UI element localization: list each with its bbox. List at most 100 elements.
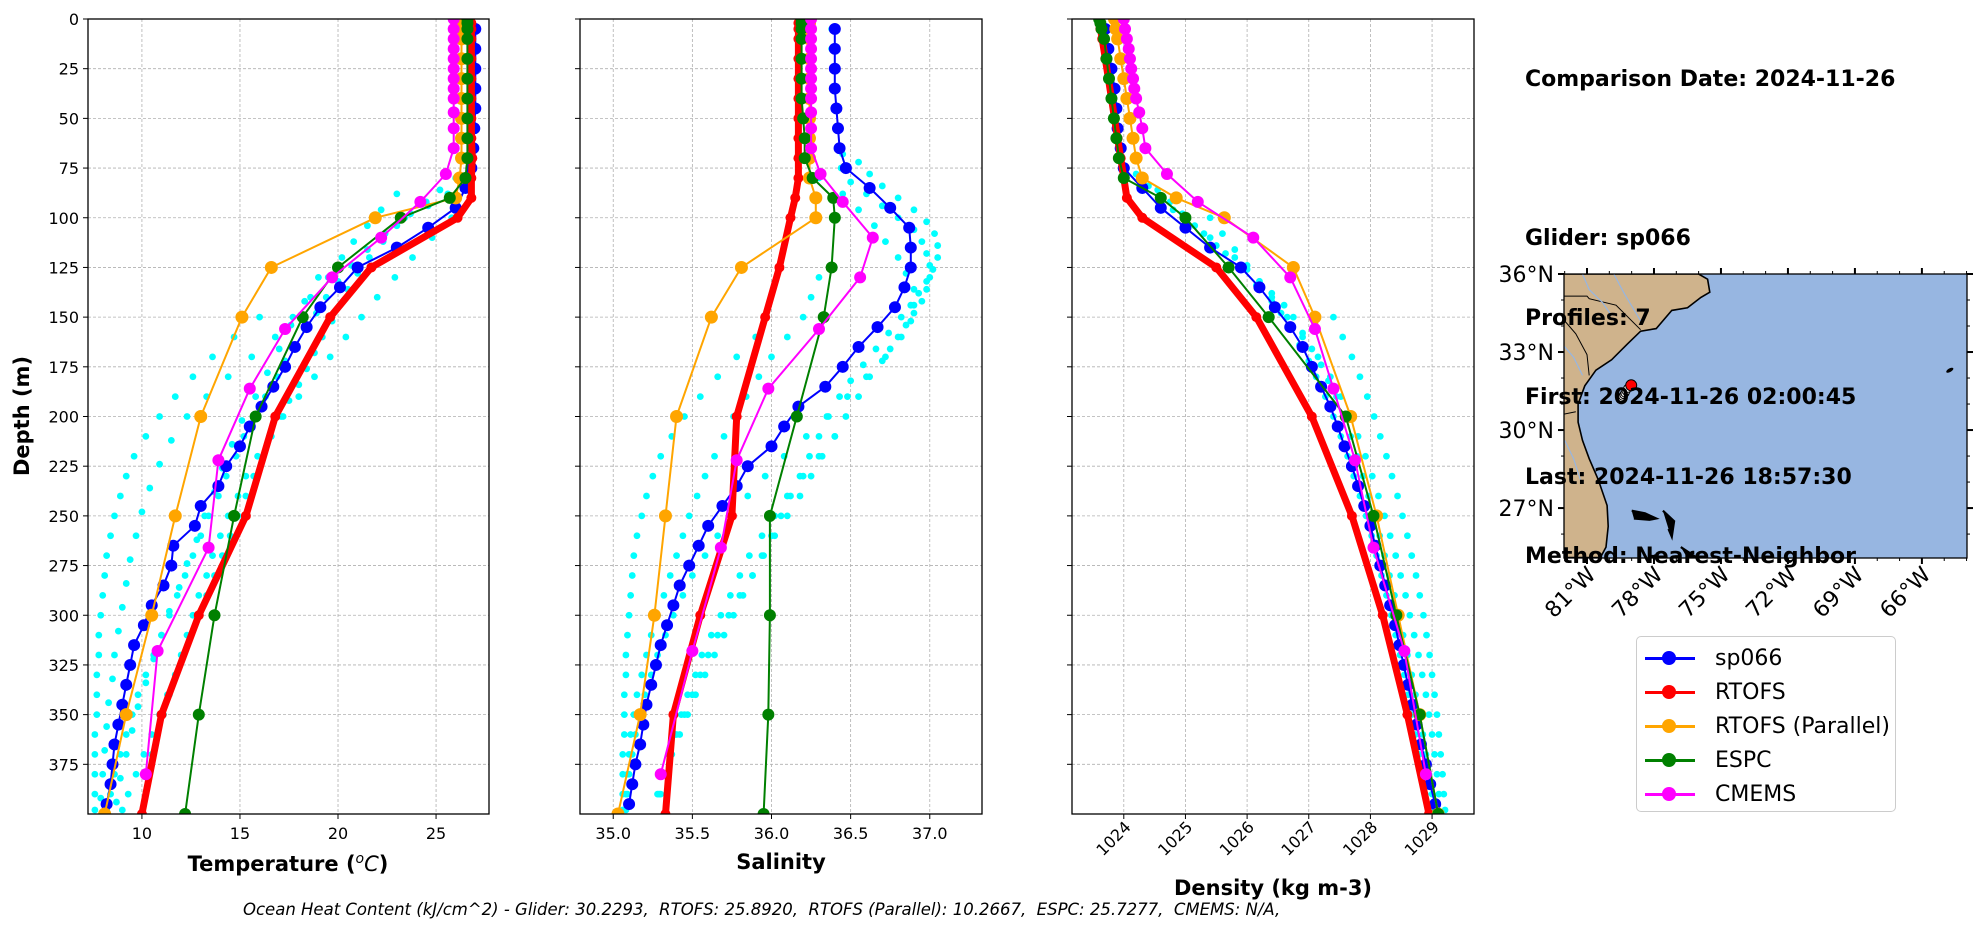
glider-profile-point <box>271 333 279 341</box>
map-island <box>1662 509 1676 541</box>
glider-profile-point <box>1439 770 1446 778</box>
glider-profile-point <box>863 373 870 381</box>
glider-profile-point <box>132 532 140 540</box>
series-marker-rtofs-parallel <box>1129 151 1143 165</box>
map-state-border <box>1564 319 1590 376</box>
map-land-us-southeast <box>1564 274 1711 558</box>
glider-profile-point <box>1348 353 1356 361</box>
glider-profile-point <box>1416 591 1424 599</box>
series-marker-cmems <box>1247 231 1260 244</box>
glider-profile-point <box>758 532 766 540</box>
glider-profile-point <box>242 472 250 480</box>
x-tick-label: 25 <box>426 824 446 843</box>
glider-profile-point <box>679 532 687 540</box>
glider-profile-point <box>620 711 628 719</box>
series-marker-rtofs <box>1306 411 1317 422</box>
glider-profile-point <box>692 691 699 699</box>
glider-profile-point <box>1437 750 1445 758</box>
series-marker-espc <box>795 52 808 65</box>
glider-profile-point <box>138 508 146 516</box>
series-marker-espc <box>795 22 808 35</box>
series-marker-sp066 <box>836 360 849 373</box>
y-tick-label: 150 <box>48 308 79 327</box>
glider-profile-point <box>777 512 785 520</box>
glider-profile-point <box>1418 671 1426 679</box>
glider-profile-point <box>923 250 931 257</box>
glider-profile-point <box>679 591 687 599</box>
glider-profile-point <box>915 289 923 297</box>
glider-profile-point <box>692 671 699 679</box>
series-marker-sp066 <box>1154 201 1167 214</box>
series-marker-espc <box>1112 152 1125 165</box>
density-data-layer <box>1093 19 1449 814</box>
glider-profile-point <box>910 309 918 317</box>
glider-profile-point <box>934 254 942 261</box>
glider-profile-point <box>714 373 722 381</box>
series-marker-rtofs <box>466 192 477 203</box>
profile-count: Profiles: 7 <box>1525 305 1651 331</box>
glider-profile-point <box>677 711 685 719</box>
glider-profile-point <box>923 285 931 293</box>
glider-profile-point <box>902 321 910 329</box>
glider-profile-point <box>918 297 926 305</box>
glider-profile-point <box>628 572 636 579</box>
glider-profile-point <box>1280 301 1288 309</box>
series-marker-cmems <box>1120 32 1133 45</box>
glider-profile-point <box>116 774 124 782</box>
glider-profile-point <box>624 631 631 639</box>
series-marker-sp066 <box>108 738 121 751</box>
series-marker-cmems <box>279 323 292 336</box>
legend: sp066 RTOFS RTOFS (Parallel) ESPC CMEMS <box>1636 636 1896 812</box>
series-marker-espc <box>228 509 241 522</box>
glider-profile-point <box>113 798 120 806</box>
temperature-panel: 10 15 20 2502550751001251501752002252502753… <box>48 10 490 843</box>
glider-profile-point <box>745 552 753 560</box>
series-marker-cmems <box>812 323 825 336</box>
glider-profile-point <box>807 472 815 480</box>
series-marker-cmems <box>326 271 339 284</box>
glider-profile-point <box>676 731 684 738</box>
glider-profile-point <box>146 484 154 492</box>
glider-profile-point <box>311 373 318 381</box>
series-marker-rtofs <box>790 192 801 203</box>
comparison-info: Comparison Date: 2024-11-26 Glider: sp06… <box>1525 14 1895 597</box>
series-marker-rtofs-parallel <box>809 191 823 205</box>
glider-profile-point <box>122 472 130 480</box>
glider-profile-point <box>150 655 158 663</box>
glider-profile-point <box>1219 230 1226 238</box>
glider-profile-point <box>301 297 309 305</box>
series-marker-cmems <box>805 106 818 119</box>
series-marker-rtofs <box>366 262 377 273</box>
glider-profile-point <box>882 238 889 246</box>
series-marker-sp066 <box>819 380 832 393</box>
series-marker-cmems <box>1419 768 1432 781</box>
series-marker-espc <box>1105 92 1118 105</box>
series-marker-cmems <box>805 42 818 55</box>
series-marker-sp066 <box>692 539 705 552</box>
series-marker-rtofs-parallel <box>670 410 684 423</box>
glider-profile-point <box>701 552 709 560</box>
x-tick-label: 1027 <box>1277 817 1319 859</box>
series-marker-espc <box>1095 22 1108 35</box>
glider-profile-point <box>749 572 756 579</box>
series-marker-sp066 <box>1429 798 1442 811</box>
y-tick-label: 100 <box>48 209 79 228</box>
glider-profile-point <box>688 572 696 579</box>
series-marker-espc <box>459 172 472 184</box>
map-y-tick-label: 30°N <box>1499 419 1554 444</box>
glider-profile-point <box>1222 250 1229 257</box>
glider-profile-point <box>657 452 665 460</box>
glider-profile-point <box>122 731 130 738</box>
series-marker-cmems <box>447 22 460 35</box>
series-marker-rtofs-parallel <box>1126 131 1140 145</box>
glider-profile-point <box>130 452 138 460</box>
glider-profile-point <box>870 222 878 230</box>
legend-marker-icon <box>1645 648 1695 668</box>
series-marker-cmems <box>805 82 818 95</box>
series-marker-cmems <box>447 92 460 105</box>
series-marker-cmems <box>447 62 460 75</box>
series-marker-cmems <box>1127 72 1140 85</box>
glider-profile-point <box>627 591 635 599</box>
glider-profile-point <box>242 492 250 500</box>
series-marker-rtofs-parallel <box>633 708 647 722</box>
